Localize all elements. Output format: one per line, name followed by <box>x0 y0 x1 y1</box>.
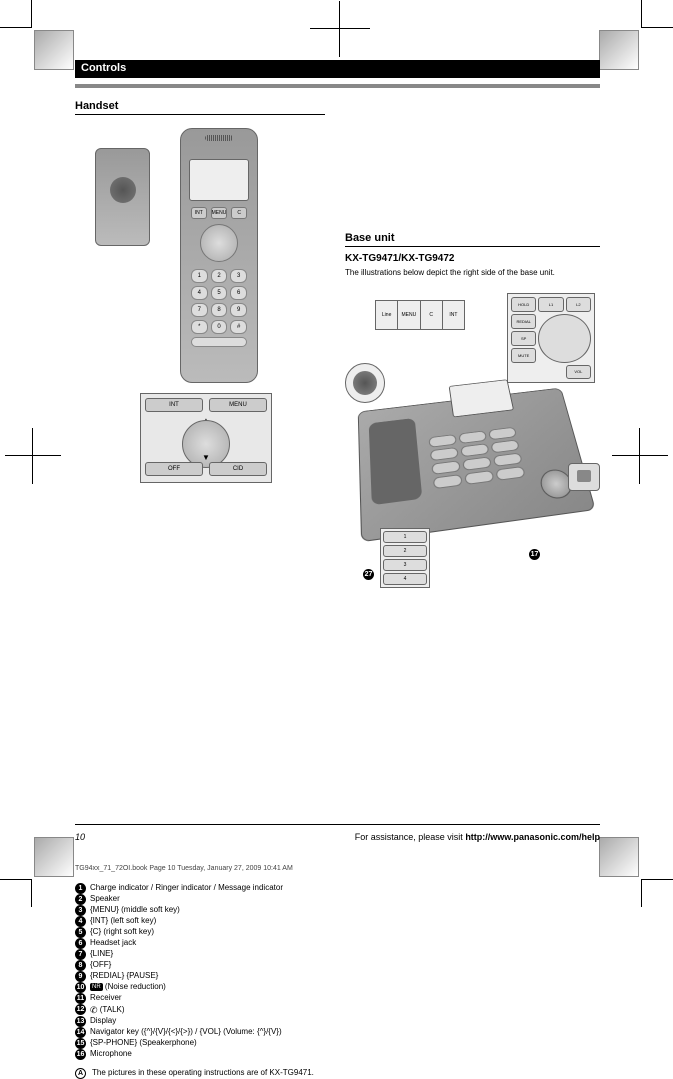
softkey-c: C <box>231 207 247 219</box>
footnote-text: The pictures in these operating instruct… <box>92 1068 314 1079</box>
speaker-grille-icon <box>110 177 136 203</box>
base-keypad <box>428 427 525 489</box>
base-side-buttons: 1 2 3 4 <box>380 528 430 588</box>
base-illustration: Line MENU C INT HOLD L1 L2 REDIAL SP MUT… <box>345 288 600 588</box>
legend-item: Microphone <box>90 1049 132 1060</box>
section-header: Controls <box>75 60 600 78</box>
navigator-key <box>200 224 238 262</box>
base-description: The illustrations below depict the right… <box>345 268 600 278</box>
handset-keypad: 123 456 789 *0# <box>191 269 247 347</box>
detail-cid-btn: CID <box>209 462 267 476</box>
legend-item: {LINE} <box>90 949 113 960</box>
legend-item: Speaker <box>90 894 120 905</box>
handset-illustration: INT MENU C 123 456 789 *0# INT MENU <box>75 123 325 513</box>
handset-title: Handset <box>75 100 325 115</box>
headset-jack-icon <box>568 463 600 491</box>
legend-item: NR {NR} (Noise reduction)(Noise reductio… <box>90 982 166 993</box>
note-marker: A <box>75 1068 86 1079</box>
base-title: Base unit <box>345 232 600 247</box>
footer-rule <box>75 824 600 825</box>
base-right-panel: HOLD L1 L2 REDIAL SP MUTE VOL <box>507 293 595 383</box>
legend-item: {INT} (left soft key) <box>90 916 156 927</box>
legend-item: ✆ (TALK) <box>90 1004 125 1016</box>
callout-27: 27 <box>363 568 374 580</box>
legend-item: Receiver <box>90 993 122 1004</box>
receiver-icon <box>205 135 233 141</box>
detail-int-btn: INT <box>145 398 203 412</box>
legend-item: Display <box>90 1016 116 1027</box>
right-column: Base unit KX-TG9471/KX-TG9472 The illust… <box>345 100 600 588</box>
handset-cradle <box>369 418 423 505</box>
base-unit-body <box>358 388 596 543</box>
detail-menu-btn: MENU <box>209 398 267 412</box>
page-number: 10 <box>75 832 85 842</box>
softkey-int: INT <box>191 207 207 219</box>
detail-off-btn: OFF <box>145 462 203 476</box>
handset-front-view: INT MENU C 123 456 789 *0# <box>180 128 258 383</box>
handset-legend: 1Charge indicator / Ringer indicator / M… <box>75 883 325 1060</box>
base-top-panel: Line MENU C INT <box>375 300 465 330</box>
nr-icon: NR <box>90 983 103 991</box>
legend-item: {C} (right soft key) <box>90 927 154 938</box>
navigator-detail: INT MENU ▲ ▼ OFF CID <box>140 393 272 483</box>
callout-17: 17 <box>529 548 540 560</box>
base-speaker-detail <box>345 363 385 403</box>
header-underline <box>75 84 600 88</box>
legend-item: Navigator key ({^}/{V}/{<}/{>}) / {VOL} … <box>90 1027 282 1038</box>
legend-item: {OFF} <box>90 960 111 971</box>
talk-icon: ✆ <box>90 1004 98 1016</box>
base-subtitle: KX-TG9471/KX-TG9472 <box>345 253 600 264</box>
handset-display <box>189 159 249 201</box>
legend-item: {REDIAL} {PAUSE} <box>90 971 158 982</box>
base-display <box>449 380 514 418</box>
footer-help: For assistance, please visit http://www.… <box>355 832 600 842</box>
legend-item: Headset jack <box>90 938 136 949</box>
base-nav-circle <box>538 314 591 362</box>
softkey-menu: MENU <box>211 207 228 219</box>
legend-item: Charge indicator / Ringer indicator / Me… <box>90 883 283 894</box>
legend-item: {SP-PHONE} (Speakerphone) <box>90 1038 197 1049</box>
page-content: Controls Handset INT MENU C 123 456 <box>75 60 600 840</box>
left-column: Handset INT MENU C 123 456 789 *0# <box>75 100 325 1079</box>
handset-back-view <box>95 148 150 246</box>
